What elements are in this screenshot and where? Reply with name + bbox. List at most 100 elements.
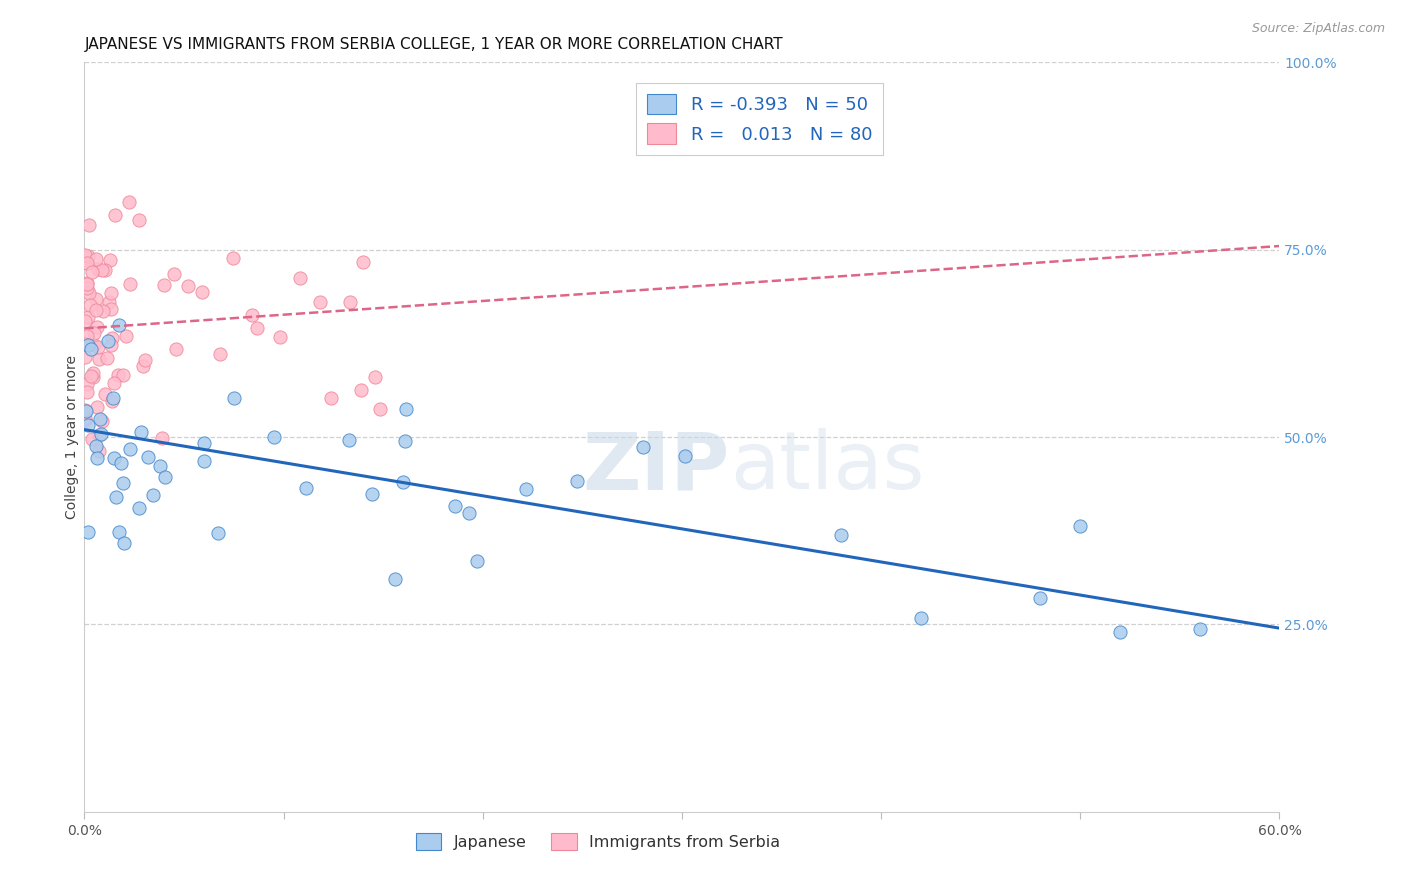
Point [208,346,231,360]
Point [120,442,142,457]
Point [458,506,481,520]
Point [82,366,104,380]
Point [75,337,97,351]
Point [465,554,488,568]
Point [118,277,141,291]
Point [118,194,141,209]
Point [89,412,111,426]
Point [128,213,150,227]
Point [395,402,418,417]
Point [90,262,112,277]
Point [263,430,285,444]
Point [76,276,98,290]
Point [295,481,318,495]
Point [100,337,122,351]
Point [149,459,172,474]
Text: Source: ZipAtlas.com: Source: ZipAtlas.com [1251,22,1385,36]
Point [337,434,360,448]
Point [93,263,115,277]
Point [108,318,131,332]
Point [112,536,135,550]
Y-axis label: College, 1 year or more: College, 1 year or more [65,355,79,519]
Point [321,391,343,405]
Point [515,483,537,497]
Point [360,486,382,500]
Point [107,368,129,382]
Legend: Japanese, Immigrants from Serbia: Japanese, Immigrants from Serbia [409,827,787,856]
Point [191,285,214,299]
Point [1109,624,1132,639]
Point [288,271,311,285]
Text: JAPANESE VS IMMIGRANTS FROM SERBIA COLLEGE, 1 YEAR OR MORE CORRELATION CHART: JAPANESE VS IMMIGRANTS FROM SERBIA COLLE… [84,37,783,52]
Point [79,298,101,312]
Point [309,294,332,309]
Point [910,610,932,624]
Point [101,391,124,405]
Point [101,331,124,345]
Point [76,277,98,292]
Point [394,434,416,448]
Point [86,400,108,414]
Point [111,475,134,490]
Point [101,394,124,409]
Point [75,403,97,417]
Point [565,474,588,488]
Point [193,435,215,450]
Point [339,294,361,309]
Point [87,261,110,276]
Point [103,376,125,390]
Point [76,385,98,400]
Point [830,528,852,542]
Point [75,336,97,351]
Point [673,450,696,464]
Point [132,359,155,374]
Point [110,456,132,470]
Point [77,525,100,540]
Point [86,439,108,453]
Point [350,383,373,397]
Point [76,329,98,343]
Point [86,451,108,466]
Point [76,418,98,433]
Point [152,431,174,445]
Point [115,329,138,343]
Point [193,454,215,468]
Point [221,251,243,265]
Point [80,369,103,384]
Point [633,440,655,454]
Point [207,526,229,541]
Point [84,252,107,267]
Point [75,248,97,262]
Point [86,292,108,306]
Point [82,370,104,384]
Point [84,302,107,317]
Point [246,321,269,335]
Point [222,391,245,405]
Point [1188,622,1211,636]
Point [75,314,97,328]
Point [75,413,97,427]
Point [94,387,117,401]
Text: ZIP: ZIP [582,428,730,506]
Point [77,219,100,233]
Point [93,303,115,318]
Point [155,470,177,484]
Point [87,443,110,458]
Point [138,450,160,464]
Point [76,310,98,324]
Point [100,286,122,301]
Point [165,342,187,356]
Point [89,428,111,442]
Point [177,279,200,293]
Point [97,334,120,348]
Point [76,256,98,270]
Point [100,301,122,316]
Point [90,427,112,442]
Point [77,338,100,352]
Point [128,501,150,516]
Point [384,573,406,587]
Point [80,432,103,446]
Point [98,253,121,268]
Point [103,451,125,466]
Point [352,255,374,269]
